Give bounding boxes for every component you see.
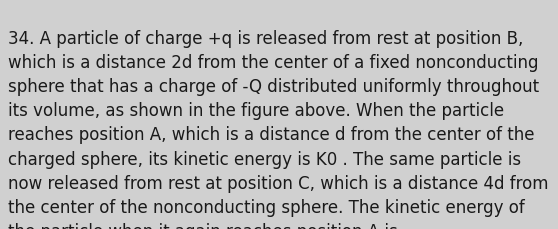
Text: the center of the nonconducting sphere. The kinetic energy of: the center of the nonconducting sphere. … — [8, 198, 525, 216]
Text: reaches position A, which is a distance d from the center of the: reaches position A, which is a distance … — [8, 126, 535, 144]
Text: 34. A particle of charge +q is released from rest at position B,: 34. A particle of charge +q is released … — [8, 30, 524, 48]
Text: charged sphere, its kinetic energy is K0 . The same particle is: charged sphere, its kinetic energy is K0… — [8, 150, 522, 168]
Text: its volume, as shown in the figure above. When the particle: its volume, as shown in the figure above… — [8, 102, 504, 120]
Text: sphere that has a charge of -Q distributed uniformly throughout: sphere that has a charge of -Q distribut… — [8, 78, 540, 96]
Text: the particle when it again reaches position A is: the particle when it again reaches posit… — [8, 222, 398, 229]
Text: which is a distance 2d from the center of a fixed nonconducting: which is a distance 2d from the center o… — [8, 54, 539, 72]
Text: now released from rest at position C, which is a distance 4d from: now released from rest at position C, wh… — [8, 174, 549, 192]
